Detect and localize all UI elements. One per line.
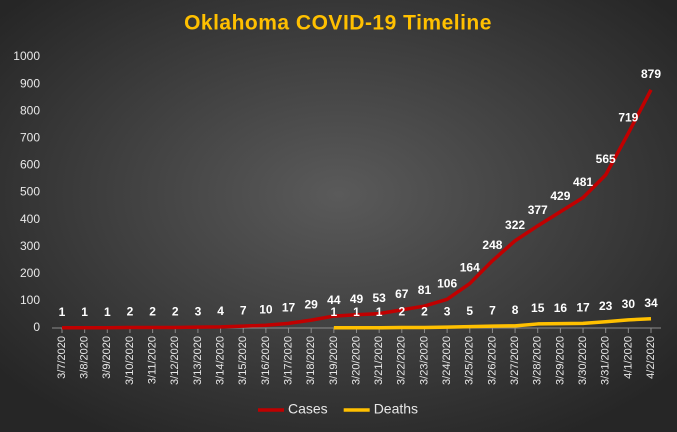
x-tick-label: 3/15/2020 [237, 336, 249, 385]
data-label: 106 [437, 276, 457, 290]
x-tick-label: 3/9/2020 [101, 336, 113, 379]
data-label: 16 [554, 301, 568, 315]
data-label: 1 [331, 305, 338, 319]
data-label: 3 [195, 304, 202, 318]
x-tick-label: 3/31/2020 [600, 336, 612, 385]
y-tick-label: 1000 [13, 49, 40, 63]
data-label: 23 [599, 299, 613, 313]
data-label: 1 [59, 305, 66, 319]
x-tick-label: 3/10/2020 [124, 336, 136, 385]
y-tick-label: 100 [20, 293, 40, 307]
x-tick-label: 3/29/2020 [554, 336, 566, 385]
data-label: 10 [259, 302, 273, 316]
data-label: 49 [350, 292, 364, 306]
data-label: 1 [353, 305, 360, 319]
data-label: 2 [398, 305, 405, 319]
y-tick-label: 900 [20, 76, 40, 90]
data-label: 30 [622, 297, 636, 311]
data-label: 565 [596, 152, 616, 166]
data-label: 67 [395, 287, 409, 301]
y-tick-label: 400 [20, 212, 40, 226]
y-tick-label: 700 [20, 130, 40, 144]
x-tick-label: 4/2/2020 [645, 336, 657, 379]
y-tick-label: 200 [20, 266, 40, 280]
data-label: 7 [489, 303, 496, 317]
data-label: 44 [327, 293, 341, 307]
data-label: 1 [376, 305, 383, 319]
x-tick-label: 3/27/2020 [509, 336, 521, 385]
data-label: 1 [104, 305, 111, 319]
y-tick-label: 800 [20, 103, 40, 117]
x-tick-label: 3/13/2020 [192, 336, 204, 385]
x-tick-label: 3/18/2020 [305, 336, 317, 385]
data-label: 2 [172, 305, 179, 319]
x-tick-label: 3/25/2020 [464, 336, 476, 385]
x-tick-label: 3/14/2020 [214, 336, 226, 385]
x-tick-label: 3/21/2020 [373, 336, 385, 385]
x-tick-label: 3/8/2020 [79, 336, 91, 379]
x-tick-label: 3/22/2020 [396, 336, 408, 385]
x-tick-label: 3/12/2020 [169, 336, 181, 385]
x-tick-label: 3/11/2020 [147, 336, 159, 384]
data-label: 81 [418, 283, 432, 297]
x-tick-label: 3/28/2020 [532, 336, 544, 385]
data-label: 15 [531, 301, 545, 315]
x-tick-label: 3/24/2020 [441, 336, 453, 385]
legend-label: Deaths [374, 401, 418, 417]
data-label: 879 [641, 67, 661, 81]
data-label: 17 [576, 301, 590, 315]
y-tick-label: 500 [20, 185, 40, 199]
x-tick-label: 3/19/2020 [328, 336, 340, 385]
data-label: 3 [444, 304, 451, 318]
data-label: 29 [305, 297, 319, 311]
data-label: 2 [149, 305, 156, 319]
series-line [62, 88, 653, 330]
data-label: 2 [127, 305, 134, 319]
x-tick-label: 3/23/2020 [418, 336, 430, 385]
series-line [333, 317, 652, 330]
data-label: 248 [482, 238, 502, 252]
x-tick-label: 3/26/2020 [486, 336, 498, 385]
y-tick-label: 300 [20, 239, 40, 253]
legend-label: Cases [288, 401, 328, 417]
data-label: 164 [460, 261, 480, 275]
data-label: 1 [81, 305, 88, 319]
chart-title: Oklahoma COVID-19 Timeline [184, 12, 492, 35]
y-tick-label: 0 [33, 320, 40, 334]
x-tick-label: 3/7/2020 [56, 336, 68, 379]
x-tick-label: 3/17/2020 [282, 336, 294, 385]
data-label: 7 [240, 303, 247, 317]
data-label: 4 [217, 304, 224, 318]
data-label: 719 [618, 110, 638, 124]
data-label: 8 [512, 303, 519, 317]
data-label: 34 [644, 296, 658, 310]
data-label: 481 [573, 175, 593, 189]
y-tick-label: 600 [20, 158, 40, 172]
data-label: 377 [528, 203, 548, 217]
x-tick-label: 3/16/2020 [260, 336, 272, 385]
data-label: 17 [282, 301, 296, 315]
data-label: 429 [550, 189, 570, 203]
data-label: 2 [421, 305, 428, 319]
x-tick-label: 3/20/2020 [350, 336, 362, 385]
data-label: 5 [466, 304, 473, 318]
x-tick-label: 4/1/2020 [622, 336, 634, 379]
data-label: 322 [505, 218, 525, 232]
data-label: 53 [372, 291, 386, 305]
x-tick-label: 3/30/2020 [577, 336, 589, 385]
